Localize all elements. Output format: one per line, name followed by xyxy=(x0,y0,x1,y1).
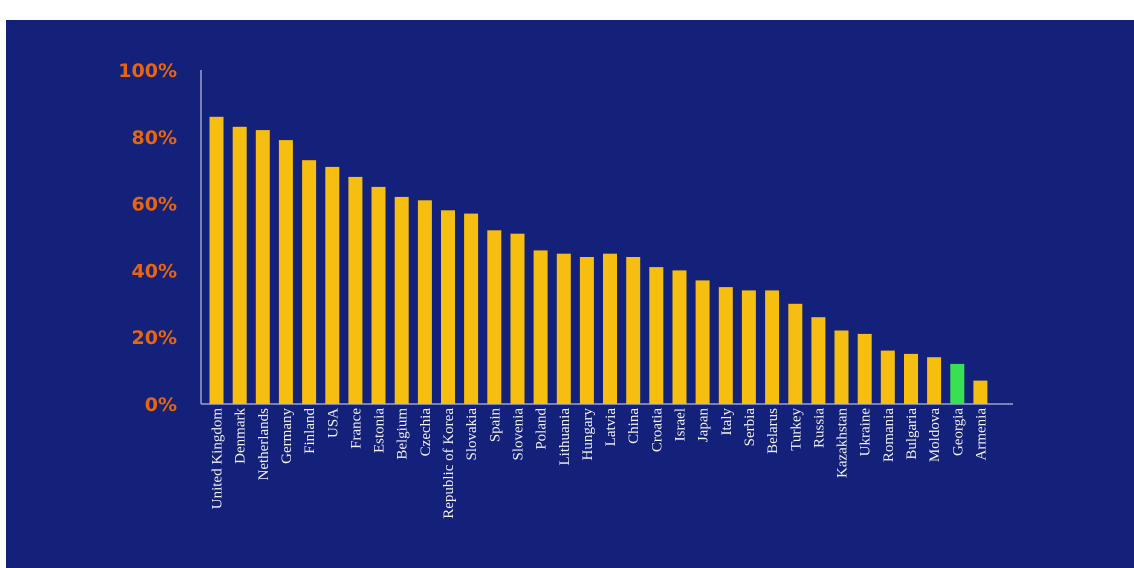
x-tick-label: Israel xyxy=(673,408,689,441)
bar xyxy=(904,353,918,404)
y-tick-label: 20% xyxy=(132,327,177,349)
bar xyxy=(209,116,224,405)
bar xyxy=(464,213,479,404)
x-tick-label: Poland xyxy=(534,408,550,450)
x-tick-label: Finland xyxy=(302,408,318,454)
bar xyxy=(348,176,363,404)
bar xyxy=(834,330,849,404)
x-tick-label: United Kingdom xyxy=(210,408,226,510)
x-tick-label: Germany xyxy=(279,408,295,464)
y-tick-labels: 0% 20% 40% 60% 80% 100% xyxy=(118,60,177,416)
bar xyxy=(394,196,409,404)
bar xyxy=(533,250,548,404)
x-tick-label: Russia xyxy=(811,408,827,448)
x-tick-label: Denmark xyxy=(233,408,249,464)
bar xyxy=(255,130,270,404)
bar xyxy=(672,270,687,404)
y-tick-label: 60% xyxy=(132,194,177,216)
bar xyxy=(325,166,340,404)
top-strip xyxy=(0,0,1134,20)
bar xyxy=(556,253,571,404)
bar xyxy=(741,290,756,404)
bar xyxy=(626,257,641,404)
x-tick-label: USA xyxy=(325,408,341,438)
x-tick-label: Lithuania xyxy=(557,408,573,466)
bar xyxy=(765,290,780,404)
x-tick-label: Netherlands xyxy=(256,408,272,481)
bar xyxy=(278,140,293,404)
y-tick-label: 80% xyxy=(132,127,177,149)
x-tick-label: Croatia xyxy=(649,408,665,452)
x-tick-label: Moldova xyxy=(927,408,943,463)
x-tick-label: Ukraine xyxy=(858,408,874,457)
x-tick-label: Belgium xyxy=(395,408,411,460)
x-tick-labels: United Kingdom Denmark Netherlands Germany F… xyxy=(210,408,990,519)
x-tick-label: Latvia xyxy=(603,408,619,447)
bar xyxy=(302,160,317,404)
bar xyxy=(695,280,710,404)
x-tick-label: France xyxy=(348,408,364,449)
x-tick-label: Slovakia xyxy=(464,408,480,461)
bar xyxy=(510,233,525,404)
x-tick-label: Georgia xyxy=(950,408,966,456)
bar xyxy=(718,287,733,404)
x-tick-label: Armenia xyxy=(973,408,989,461)
bar xyxy=(487,230,502,404)
x-tick-label: Japan xyxy=(696,408,712,443)
bar xyxy=(441,210,455,404)
bar xyxy=(649,267,664,404)
bar xyxy=(788,303,803,404)
x-tick-label: Serbia xyxy=(742,408,758,447)
y-tick-label: 0% xyxy=(145,394,177,416)
x-tick-label: Kazakhstan xyxy=(835,408,851,478)
x-tick-label: Belarus xyxy=(765,408,781,454)
x-tick-label: Czechia xyxy=(418,408,434,457)
bar xyxy=(417,200,432,404)
x-tick-label: Hungary xyxy=(580,408,596,461)
bar xyxy=(232,126,247,405)
x-tick-label: Romania xyxy=(881,408,897,462)
bar xyxy=(973,380,988,404)
y-tick-label: 100% xyxy=(118,60,177,82)
y-tick-label: 40% xyxy=(132,260,177,282)
x-tick-label: Turkey xyxy=(788,408,804,451)
x-tick-label: Spain xyxy=(487,408,503,443)
bar xyxy=(371,186,386,404)
x-tick-label: China xyxy=(626,408,642,444)
bar xyxy=(579,257,594,404)
bars xyxy=(209,116,988,405)
bar xyxy=(950,363,965,404)
x-tick-label: Slovenia xyxy=(510,408,526,461)
x-tick-label: Italy xyxy=(719,408,735,436)
x-tick-label: Estonia xyxy=(372,408,388,453)
x-tick-label: Bulgaria xyxy=(904,408,920,460)
bar xyxy=(811,317,826,404)
x-tick-label: Republic of Korea xyxy=(441,408,457,519)
bar xyxy=(927,357,942,404)
bar xyxy=(857,333,872,404)
bar xyxy=(880,350,895,404)
bar xyxy=(603,253,617,404)
